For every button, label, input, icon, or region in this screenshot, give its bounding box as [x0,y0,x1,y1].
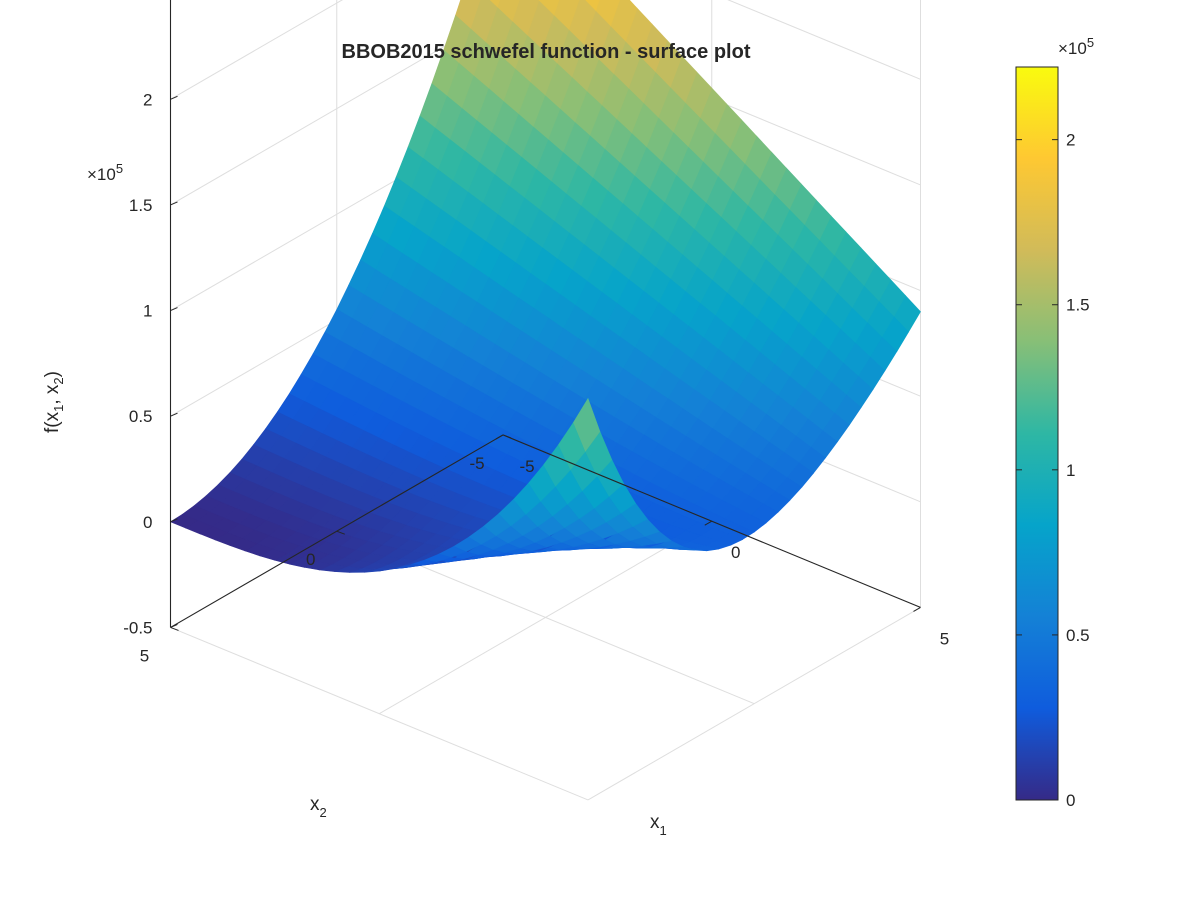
x2-axis-label: x2 [310,794,327,820]
x1-axis-label: x1 [650,812,667,838]
x1-tick-mark [913,606,921,612]
x2-tick-label: -5 [469,454,484,473]
x1-tick-label: -5 [519,457,534,476]
z-tick-mark [170,95,178,100]
x2-tick-mark [170,626,179,631]
z-exponent-label: ×105 [87,161,123,184]
z-tick-label: 2 [143,90,152,109]
z-tick-label: 2.5 [129,0,153,4]
z-tick-mark [170,307,178,312]
x1-tick-mark [495,434,504,440]
x1-tick-label: 0 [731,543,740,562]
colorbar-tick-label: 2 [1066,131,1075,150]
z-tick-mark [170,518,178,523]
colorbar-ticks: 0 0.5 1 1.5 2 [1016,131,1090,810]
x2-tick-mark [336,530,345,535]
surface-patch [169,513,198,529]
z-tick-label: 0.5 [129,407,153,426]
x2-tick-label: 0 [306,550,315,569]
x2-tick-label: 5 [140,646,149,665]
colorbar [1015,66,1059,801]
x2-tick-mark [502,434,512,439]
z-tick-label: 1.5 [129,196,153,215]
z-tick-label: 0 [143,513,152,532]
x1-tick-mark [704,520,712,526]
z-tick-mark [170,623,178,628]
z-tick-mark [170,201,178,206]
z-tick-mark [170,412,178,417]
grid-line-z [727,0,921,80]
colorbar-tick-label: 1.5 [1066,296,1090,315]
colorbar-exponent-label: ×105 [1058,35,1094,58]
grid-line-x2 [170,626,589,801]
colorbar-tick-label: 0.5 [1066,626,1090,645]
z-axis-label: f(x1, x2) [42,371,66,433]
colorbar-tick-label: 1 [1066,461,1075,480]
z-tick-label: -0.5 [123,618,152,637]
surface-mesh [169,0,921,573]
colorbar-tick-label: 0 [1066,791,1075,810]
x1-tick-label: 5 [940,629,949,648]
chart-title: BBOB2015 schwefel function - surface plo… [342,41,751,63]
tick-labels: -0.5 0 0.5 1 1.5 2 2.5 -5 0 5 -5 0 5 [123,0,949,665]
z-tick-label: 1 [143,302,152,321]
